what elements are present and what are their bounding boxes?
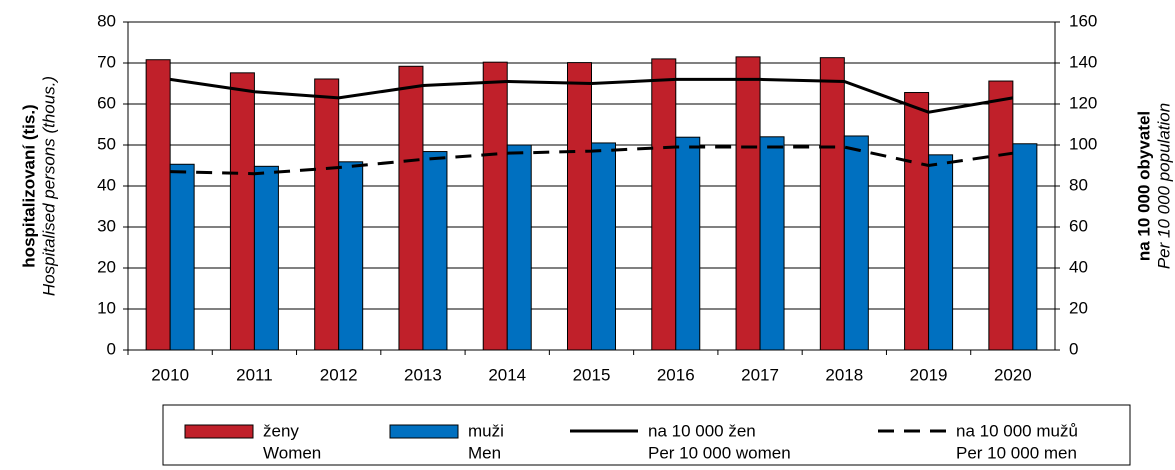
- y-axis-title: hospitalizovaní (tis.) Hospitalised pers…: [19, 76, 58, 296]
- y2-label: na 10 000 obyvatel: [1134, 111, 1153, 261]
- bar: [314, 78, 340, 351]
- legend-label-en: Men: [468, 443, 501, 462]
- y-label: hospitalizovaní (tis.): [19, 104, 38, 267]
- bar: [591, 142, 616, 351]
- y2-tick-label: 20: [1069, 298, 1088, 317]
- y-tick-label: 70: [97, 52, 116, 71]
- bar: [482, 61, 508, 351]
- bar: [145, 59, 171, 351]
- y2-tick-label: 60: [1069, 216, 1088, 235]
- bar: [422, 151, 448, 351]
- y2-label-en: Per 10 000 population: [1154, 103, 1173, 269]
- y2-axis-title: na 10 000 obyvatel Per 10 000 population: [1134, 103, 1173, 269]
- y-tick-label: 40: [97, 175, 116, 194]
- y-tick-label: 0: [107, 339, 116, 358]
- bar: [229, 72, 255, 351]
- x-tick-label: 2018: [825, 365, 863, 384]
- line: [170, 145, 1014, 176]
- bar: [169, 163, 195, 351]
- bar: [253, 165, 279, 351]
- x-tick-label: 2010: [151, 365, 189, 384]
- bar: [843, 135, 869, 351]
- legend-label: muži: [468, 421, 504, 440]
- bar: [338, 161, 364, 351]
- y2-tick-label: 120: [1069, 93, 1097, 112]
- bar: [759, 136, 785, 351]
- x-tick-label: 2019: [910, 365, 948, 384]
- bar: [819, 57, 845, 351]
- legend-label-en: Per 10 000 men: [956, 443, 1077, 462]
- legend-label: ženy: [263, 421, 299, 440]
- y-tick-label: 80: [97, 11, 116, 30]
- legend-label-en: Women: [263, 443, 321, 462]
- y2-tick-label: 100: [1069, 134, 1097, 153]
- bar: [988, 80, 1014, 351]
- legend-swatch: [389, 424, 459, 439]
- x-tick-label: 2017: [741, 365, 779, 384]
- y-tick-label: 10: [97, 298, 116, 317]
- y-tick-label: 60: [97, 93, 116, 112]
- bar: [398, 65, 424, 351]
- x-tick-label: 2015: [573, 365, 611, 384]
- bar: [904, 92, 930, 351]
- bar: [675, 136, 701, 351]
- bar: [928, 154, 954, 351]
- y2-tick-label: 0: [1069, 339, 1078, 358]
- y2-tick-label: 140: [1069, 52, 1097, 71]
- x-tick-label: 2012: [320, 365, 358, 384]
- y2-tick-label: 40: [1069, 257, 1088, 276]
- bar: [735, 56, 761, 351]
- x-tick-label: 2013: [404, 365, 442, 384]
- y2-tick-label: 80: [1069, 175, 1088, 194]
- bar: [1012, 143, 1038, 351]
- y-tick-label: 30: [97, 216, 116, 235]
- x-tick-label: 2014: [488, 365, 526, 384]
- x-tick-label: 2016: [657, 365, 695, 384]
- legend-label: na 10 000 žen: [648, 421, 756, 440]
- y-tick-label: 50: [97, 134, 116, 153]
- y2-tick-label: 160: [1069, 11, 1097, 30]
- legend-box: [162, 404, 1131, 466]
- bar: [506, 144, 532, 351]
- x-tick-label: 2020: [994, 365, 1032, 384]
- bar: [651, 58, 677, 351]
- y-tick-label: 20: [97, 257, 116, 276]
- legend-label-en: Per 10 000 women: [648, 443, 791, 462]
- bar: [567, 62, 592, 351]
- x-tick-label: 2011: [236, 365, 273, 384]
- y-label-en: Hospitalised persons (thous.): [39, 76, 58, 296]
- legend-label: na 10 000 mužů: [956, 421, 1078, 440]
- legend-swatch: [184, 424, 254, 439]
- line: [169, 77, 1014, 114]
